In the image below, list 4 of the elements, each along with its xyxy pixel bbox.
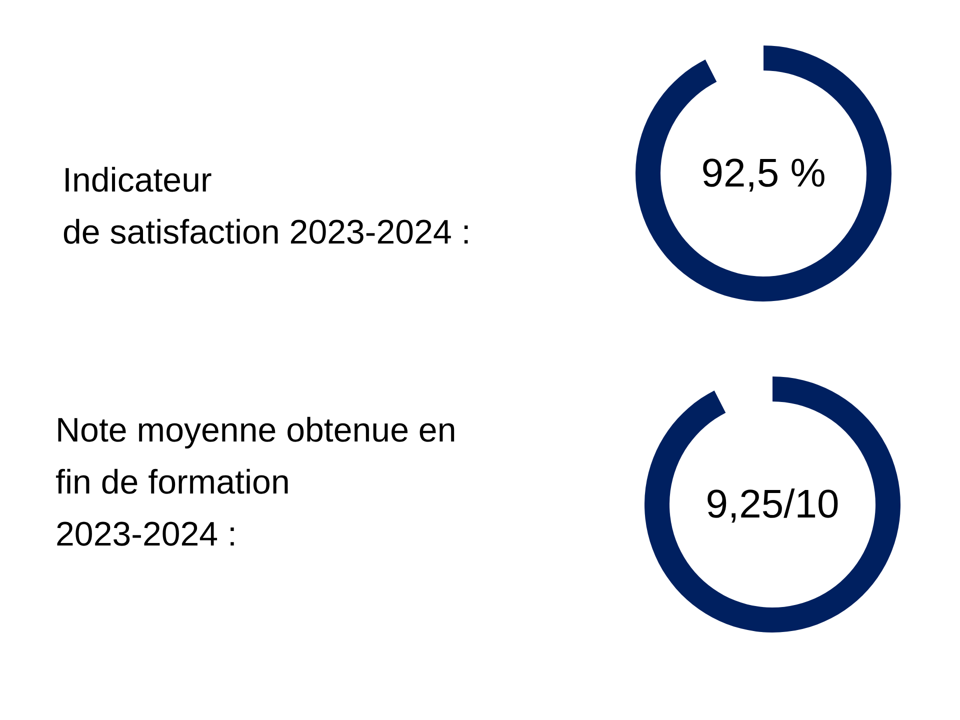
text: 92,5 % [701, 152, 826, 196]
text: Indicateur de satisfaction 2023-2024 : [62, 162, 471, 252]
text: 9,25/10 [706, 482, 840, 526]
text: Note moyenne obtenue en fin de formation 2023-2024 : [56, 412, 456, 554]
